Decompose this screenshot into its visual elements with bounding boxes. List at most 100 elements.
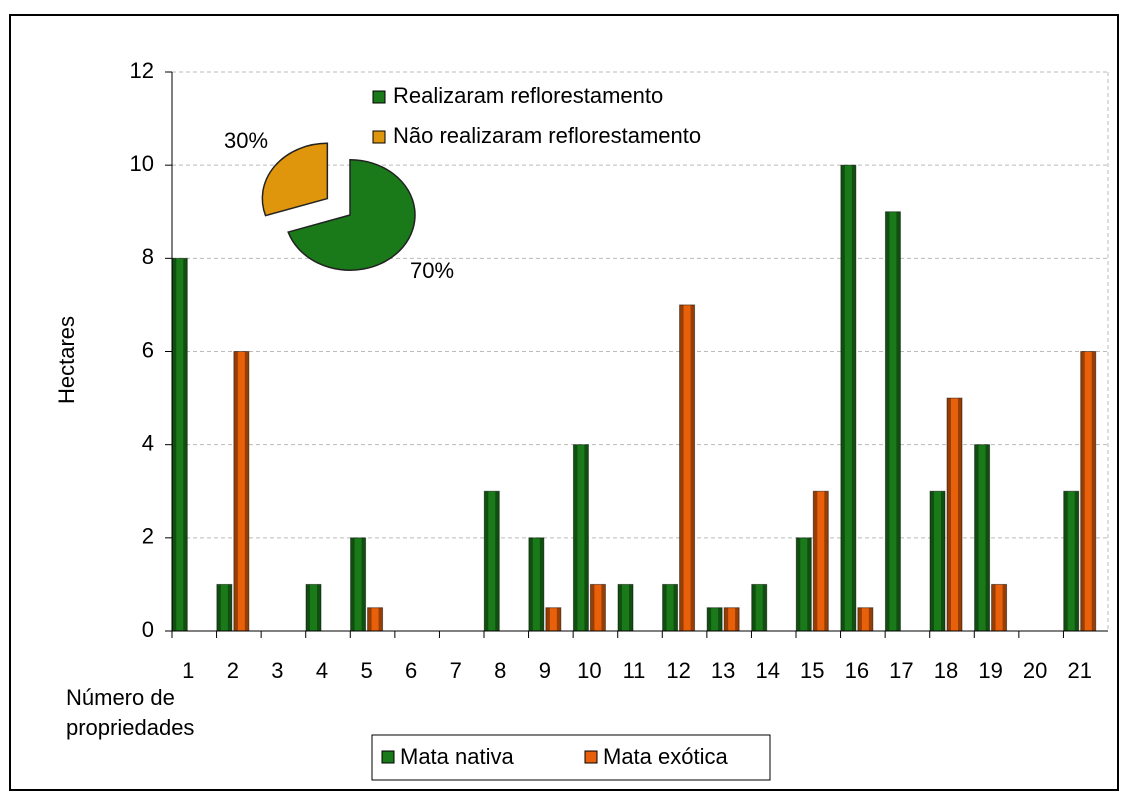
x-tick-label: 21 [1067, 658, 1091, 683]
pie-slice [261, 142, 329, 217]
bar-shade [590, 584, 595, 631]
x-tick-label: 15 [800, 658, 824, 683]
legend-box [371, 734, 771, 781]
bar-shade [762, 584, 767, 631]
bar-shade [662, 584, 667, 631]
bar-shade [378, 607, 383, 631]
bar-shade [1063, 491, 1068, 631]
bar-shade [1091, 351, 1096, 631]
bar-shade [484, 491, 489, 631]
bar-shade [528, 537, 533, 631]
y-tick-label: 2 [142, 524, 154, 549]
bar-shade [679, 304, 684, 631]
x-tick-label: 11 [623, 658, 646, 683]
bar-shade [958, 398, 962, 631]
bar-shade [930, 491, 934, 631]
x-tick-label: 1 [182, 658, 194, 683]
pie-value-label: 70% [410, 258, 454, 283]
pie-slice [287, 158, 416, 271]
bar-shade [868, 607, 873, 631]
bar-shade [556, 607, 561, 631]
bar-shade [350, 537, 355, 631]
y-tick-label: 12 [130, 58, 154, 83]
x-tick-label: 17 [889, 658, 913, 683]
x-tick-label: 2 [227, 658, 239, 683]
legend-label: Realizaram reflorestamento [393, 83, 663, 108]
y-tick-label: 0 [142, 617, 154, 642]
y-axis-label: Hectares [54, 316, 79, 404]
bar-shade [227, 584, 232, 631]
bar-shade [539, 537, 544, 631]
legend-label: Não realizaram reflorestamento [393, 123, 701, 148]
legend-swatch [381, 750, 395, 764]
pie-value-label: 30% [224, 128, 268, 153]
y-tick-label: 8 [142, 244, 154, 269]
bar-shade [495, 491, 500, 631]
bar-shade [629, 584, 633, 631]
bar-shade [840, 165, 845, 631]
bar-shade [707, 607, 712, 631]
legend-swatch [372, 130, 386, 144]
bar-shade [367, 607, 372, 631]
bar-shade [735, 607, 740, 631]
legend-swatch [584, 750, 598, 764]
y-tick-label: 4 [142, 430, 154, 455]
x-tick-label: 3 [271, 658, 283, 683]
bar-shade [885, 211, 890, 631]
x-tick-label: 13 [711, 658, 735, 683]
legend-label: Mata nativa [400, 744, 514, 769]
bar-shade [941, 491, 945, 631]
bar-shade [857, 607, 862, 631]
bar-shade [244, 351, 249, 631]
x-tick-label: 14 [755, 658, 779, 683]
bar-shade [233, 351, 238, 631]
bar-shade [796, 537, 801, 631]
bar-shade [216, 584, 221, 631]
bar-shade [183, 258, 188, 631]
x-tick-label: 9 [539, 658, 551, 683]
bar-shade [851, 165, 856, 631]
bar-shade [751, 584, 756, 631]
x-tick-label: 20 [1023, 658, 1047, 683]
x-tick-label: 7 [450, 658, 462, 683]
bar-shade [1074, 491, 1079, 631]
bar-shade [724, 607, 729, 631]
bar-shade [947, 398, 951, 631]
bar-shade [172, 258, 177, 631]
legend-label: Mata exótica [603, 744, 728, 769]
y-tick-label: 6 [142, 337, 154, 362]
bar-shade [306, 584, 310, 631]
bar-shade [601, 584, 606, 631]
bar-shade [1080, 351, 1085, 631]
x-axis-label: Número de propriedades [66, 685, 195, 740]
bar-shade [991, 584, 996, 631]
bar-shade [317, 584, 321, 631]
x-tick-label: 16 [845, 658, 869, 683]
x-tick-label: 6 [405, 658, 417, 683]
y-tick-label: 10 [130, 151, 154, 176]
bar-shade [1002, 584, 1007, 631]
bar-shade [824, 491, 829, 631]
bar-shade [545, 607, 550, 631]
bar-shade [673, 584, 678, 631]
x-tick-label: 18 [934, 658, 958, 683]
x-tick-label: 10 [577, 658, 601, 683]
x-tick-label: 19 [978, 658, 1002, 683]
x-tick-label: 12 [666, 658, 690, 683]
bar-shade [896, 211, 901, 631]
x-tick-label: 4 [316, 658, 328, 683]
bar-shade [618, 584, 622, 631]
bar-shade [807, 537, 812, 631]
bar-shade [361, 537, 366, 631]
x-tick-label: 8 [494, 658, 506, 683]
bar-shade [974, 444, 979, 631]
bar-shade [985, 444, 990, 631]
bar-shade [813, 491, 818, 631]
frame [9, 14, 1119, 791]
bar-shade [718, 607, 723, 631]
bar-shade [573, 444, 578, 631]
bar-shade [690, 304, 695, 631]
x-tick-label: 5 [360, 658, 372, 683]
